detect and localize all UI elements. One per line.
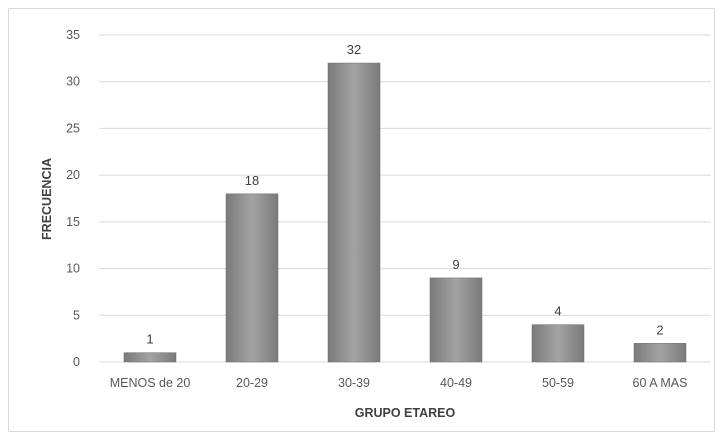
x-tick-label: 30-39 [338, 376, 370, 390]
bar [633, 343, 687, 363]
data-label: 2 [656, 322, 663, 337]
y-tick-label: 20 [66, 168, 80, 182]
gridlines [99, 34, 711, 363]
y-tick-label: 15 [66, 215, 80, 229]
bar [429, 277, 483, 363]
x-tick-label: 60 A MAS [633, 376, 688, 390]
data-label: 1 [146, 332, 153, 347]
y-tick-label: 35 [66, 28, 80, 42]
x-tick-label: MENOS de 20 [110, 376, 191, 390]
data-labels: 1 18 32 9 4 2 [146, 42, 663, 347]
data-label: 32 [347, 42, 361, 57]
bars [123, 62, 687, 363]
y-tick-label: 25 [66, 121, 80, 135]
x-axis-title: GRUPO ETAREO [355, 406, 456, 420]
data-label: 9 [452, 257, 459, 272]
x-tick-label: 50-59 [542, 376, 574, 390]
y-tick-label: 0 [73, 355, 80, 369]
y-axis-title: FRECUENCIA [40, 158, 54, 240]
bar [225, 193, 279, 363]
x-axis-ticks: MENOS de 20 20-29 30-39 40-49 50-59 60 A MAS [110, 376, 688, 390]
y-tick-label: 30 [66, 75, 80, 89]
bar [327, 62, 381, 363]
data-label: 18 [245, 173, 259, 188]
data-label: 4 [554, 304, 561, 319]
y-tick-label: 5 [73, 308, 80, 322]
y-axis-ticks: 0 5 10 15 20 25 30 35 [66, 28, 80, 369]
bar [531, 324, 585, 363]
bar [123, 352, 177, 363]
x-tick-label: 20-29 [236, 376, 268, 390]
y-tick-label: 10 [66, 262, 80, 276]
x-tick-label: 40-49 [440, 376, 472, 390]
